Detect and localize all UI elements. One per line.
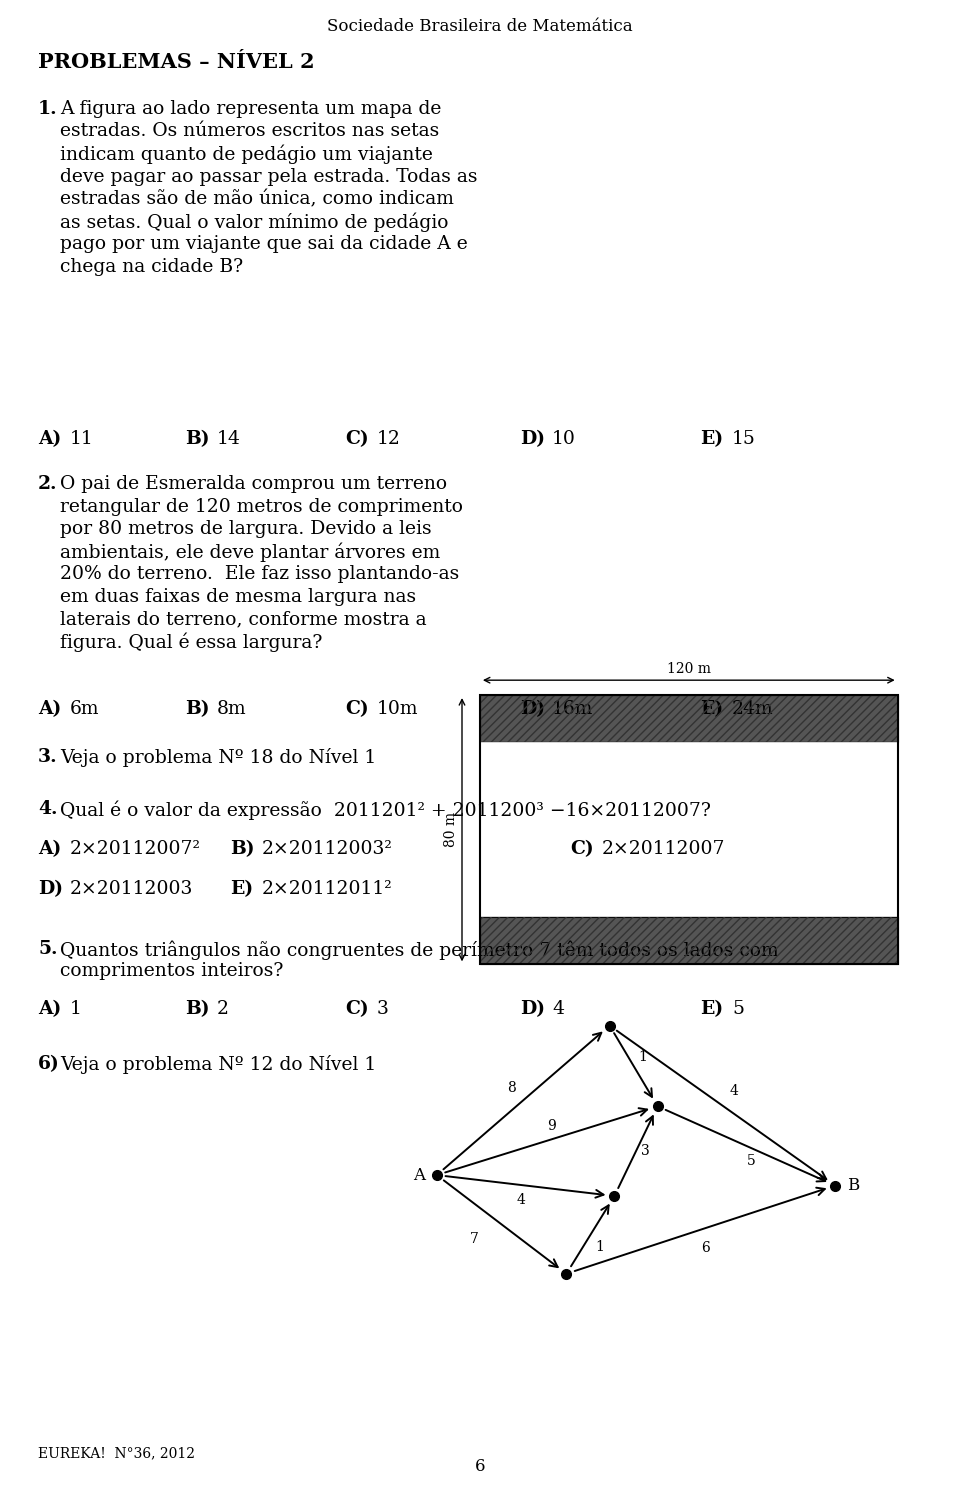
Text: 1.: 1. (38, 100, 58, 118)
Text: C): C) (345, 700, 369, 718)
Text: 3: 3 (377, 1000, 389, 1018)
Text: estradas são de mão única, como indicam: estradas são de mão única, como indicam (60, 190, 454, 208)
Text: 10m: 10m (377, 700, 419, 718)
Text: 15: 15 (732, 431, 756, 448)
Text: 80 m: 80 m (444, 812, 458, 848)
Text: 2×20112007: 2×20112007 (602, 840, 726, 858)
Bar (480, 918, 898, 964)
Text: E): E) (700, 700, 723, 718)
Text: Veja o problema Nº 18 do Nível 1: Veja o problema Nº 18 do Nível 1 (60, 748, 376, 767)
Text: por 80 metros de largura. Devido a leis: por 80 metros de largura. Devido a leis (60, 520, 432, 538)
Text: 5: 5 (747, 1154, 756, 1168)
Text: em duas faixas de mesma largura nas: em duas faixas de mesma largura nas (60, 588, 416, 605)
Text: A figura ao lado representa um mapa de: A figura ao lado representa um mapa de (60, 100, 442, 118)
Text: 6: 6 (701, 1241, 710, 1254)
Text: Qual é o valor da expressão  2011201² + 2011200³ −16×20112007?: Qual é o valor da expressão 2011201² + 2… (60, 800, 710, 819)
Text: 4: 4 (552, 1000, 564, 1018)
Text: 6: 6 (475, 1458, 485, 1476)
Text: 24m: 24m (732, 700, 774, 718)
Text: 3: 3 (641, 1144, 650, 1159)
Text: O pai de Esmeralda comprou um terreno: O pai de Esmeralda comprou um terreno (60, 475, 447, 493)
Text: 2×20112003²: 2×20112003² (262, 840, 393, 858)
Text: 4: 4 (730, 1084, 738, 1097)
Text: deve pagar ao passar pela estrada. Todas as: deve pagar ao passar pela estrada. Todas… (60, 167, 477, 185)
Text: 120 m: 120 m (667, 662, 710, 676)
Text: C): C) (345, 1000, 369, 1018)
Text: A): A) (38, 1000, 61, 1018)
Text: 4: 4 (516, 1193, 525, 1208)
Text: C): C) (345, 431, 369, 448)
Bar (480, 695, 898, 743)
Text: laterais do terreno, conforme mostra a: laterais do terreno, conforme mostra a (60, 610, 426, 628)
Text: pago por um viajante que sai da cidade A e: pago por um viajante que sai da cidade A… (60, 235, 468, 253)
Bar (480, 695, 898, 743)
Text: D): D) (520, 1000, 545, 1018)
Text: B): B) (185, 431, 209, 448)
Text: 2×20112011²: 2×20112011² (262, 881, 393, 898)
Text: 12: 12 (377, 431, 401, 448)
Text: B): B) (230, 840, 254, 858)
Text: 11: 11 (70, 431, 94, 448)
Text: Quantos triângulos não congruentes de perímetro 7 têm todos os lados com: Quantos triângulos não congruentes de pe… (60, 940, 779, 960)
Text: 7: 7 (470, 1232, 479, 1247)
Text: 14: 14 (217, 431, 241, 448)
Text: 10: 10 (552, 431, 576, 448)
Text: D): D) (38, 881, 63, 898)
Text: B): B) (185, 700, 209, 718)
Text: 9: 9 (546, 1118, 556, 1133)
Text: B: B (848, 1177, 859, 1195)
Text: C): C) (570, 840, 593, 858)
Text: 20% do terreno.  Ele faz isso plantando-as: 20% do terreno. Ele faz isso plantando-a… (60, 565, 459, 583)
Bar (480, 918, 898, 964)
Text: retangular de 120 metros de comprimento: retangular de 120 metros de comprimento (60, 498, 463, 516)
Text: 1: 1 (70, 1000, 82, 1018)
Text: 16m: 16m (552, 700, 593, 718)
Text: 1: 1 (638, 1049, 648, 1064)
Text: A): A) (38, 700, 61, 718)
Text: B): B) (185, 1000, 209, 1018)
Text: 8m: 8m (217, 700, 247, 718)
Text: ambientais, ele deve plantar árvores em: ambientais, ele deve plantar árvores em (60, 543, 441, 562)
Text: D): D) (520, 431, 545, 448)
Text: E): E) (700, 1000, 723, 1018)
Text: 3.: 3. (38, 748, 58, 765)
Text: E): E) (700, 431, 723, 448)
Text: 2×20112003: 2×20112003 (70, 881, 193, 898)
Text: 2×20112007²: 2×20112007² (70, 840, 201, 858)
Text: EUREKA!  N°36, 2012: EUREKA! N°36, 2012 (38, 1446, 195, 1461)
Text: estradas. Os números escritos nas setas: estradas. Os números escritos nas setas (60, 123, 440, 141)
Text: 5.: 5. (38, 940, 58, 958)
Text: as setas. Qual o valor mínimo de pedágio: as setas. Qual o valor mínimo de pedágio (60, 212, 448, 232)
Bar (480, 695, 898, 964)
Text: comprimentos inteiros?: comprimentos inteiros? (60, 963, 283, 981)
Text: Sociedade Brasileira de Matemática: Sociedade Brasileira de Matemática (327, 18, 633, 34)
Text: 2.: 2. (38, 475, 58, 493)
Text: 2: 2 (217, 1000, 229, 1018)
Text: figura. Qual é essa largura?: figura. Qual é essa largura? (60, 632, 323, 652)
Text: 8: 8 (507, 1081, 516, 1096)
Text: A: A (413, 1166, 424, 1184)
Text: D): D) (520, 700, 545, 718)
Text: PROBLEMAS – NÍVEL 2: PROBLEMAS – NÍVEL 2 (38, 52, 315, 72)
Text: 6m: 6m (70, 700, 100, 718)
Text: 6): 6) (38, 1055, 60, 1073)
Text: 4.: 4. (38, 800, 58, 818)
Text: 1: 1 (595, 1239, 605, 1254)
Text: 5: 5 (732, 1000, 744, 1018)
Text: A): A) (38, 840, 61, 858)
Text: Veja o problema Nº 12 do Nível 1: Veja o problema Nº 12 do Nível 1 (60, 1055, 376, 1073)
Bar (480, 743, 898, 918)
Text: chega na cidade B?: chega na cidade B? (60, 257, 243, 275)
Text: indicam quanto de pedágio um viajante: indicam quanto de pedágio um viajante (60, 145, 433, 164)
Text: A): A) (38, 431, 61, 448)
Text: E): E) (230, 881, 253, 898)
